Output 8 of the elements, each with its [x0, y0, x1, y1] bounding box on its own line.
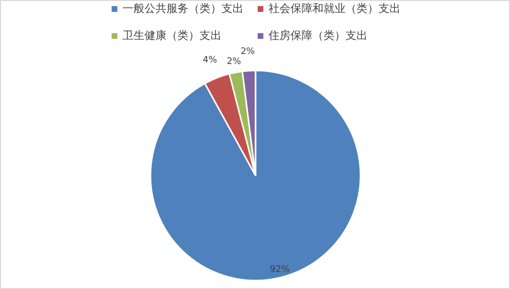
legend-label: 住房保障（类）支出 — [268, 28, 368, 43]
data-label: 2% — [226, 57, 242, 68]
data-label: 4% — [202, 55, 218, 66]
legend-label: 卫生健康（类）支出 — [122, 28, 222, 43]
legend-label: 社会保障和就业（类）支出 — [268, 1, 400, 16]
data-label: 92% — [270, 265, 290, 276]
legend-label: 一般公共服务（类）支出 — [122, 1, 244, 16]
data-label: 2% — [240, 46, 256, 57]
